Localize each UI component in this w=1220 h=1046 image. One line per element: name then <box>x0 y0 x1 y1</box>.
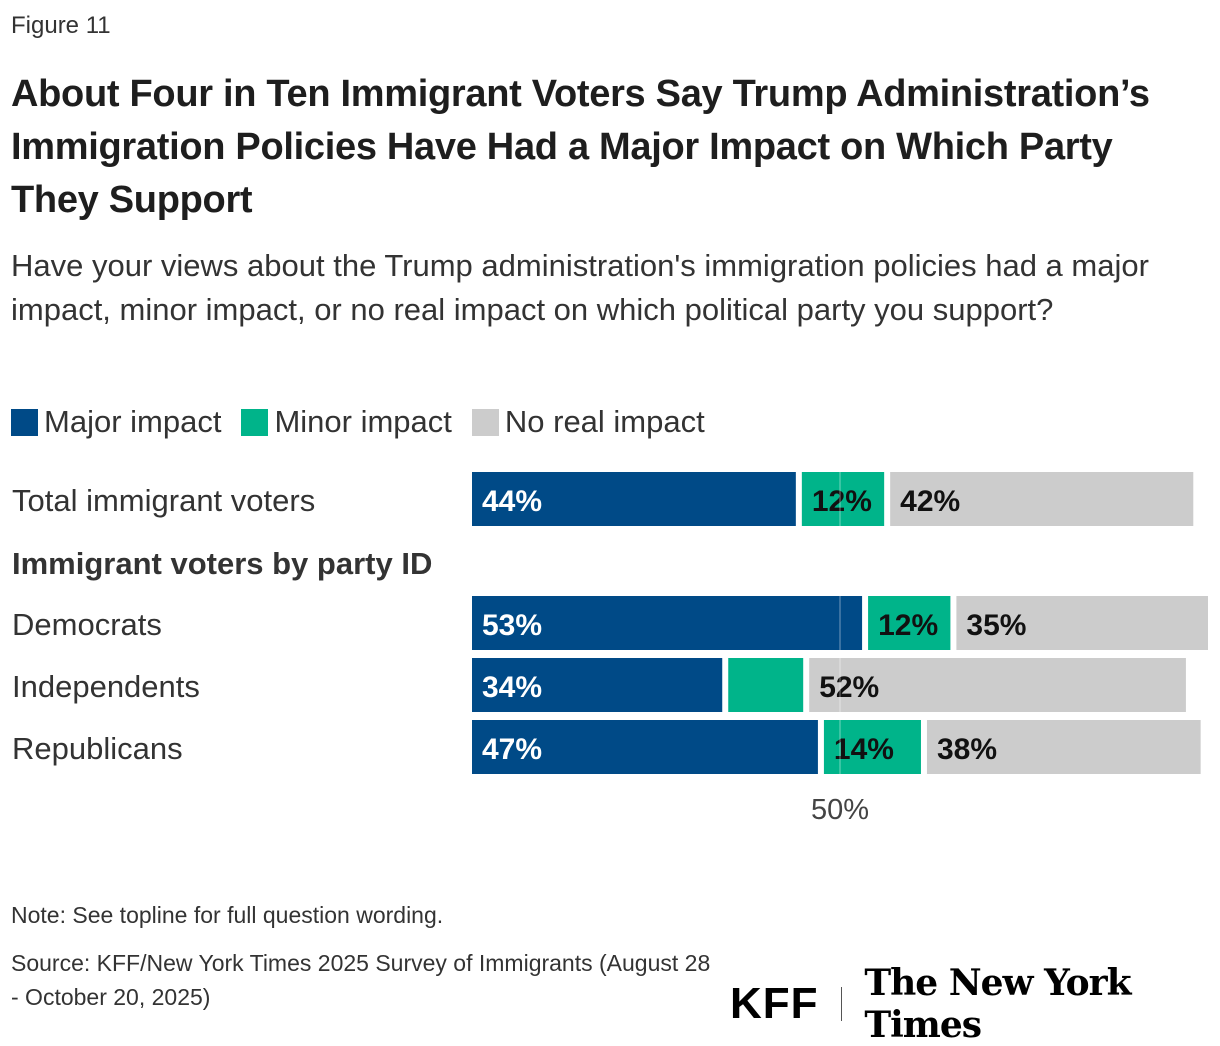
bar-segment <box>801 472 885 526</box>
data-label: 34% <box>482 671 542 704</box>
bar-segment <box>926 720 1201 774</box>
axis-tick-label: 50% <box>811 794 869 826</box>
group-heading: Immigrant voters by party ID <box>12 546 432 581</box>
legend-item-none: No real impact <box>471 404 705 440</box>
data-label: 35% <box>966 609 1026 642</box>
legend: Major impact Minor impact No real impact <box>11 404 705 440</box>
data-label: 47% <box>482 733 542 766</box>
data-label: 53% <box>482 609 542 642</box>
nyt-logo: The New York Times <box>864 962 1131 1046</box>
category-label: Total immigrant voters <box>12 483 315 518</box>
source: Source: KFF/New York Times 2025 Survey o… <box>11 950 711 1010</box>
data-label: 38% <box>937 733 997 766</box>
data-label: 52% <box>819 671 879 704</box>
bar-segment <box>472 472 796 526</box>
bar-segment <box>890 472 1194 526</box>
data-label: 12% <box>812 485 872 518</box>
bar-segment <box>472 720 818 774</box>
legend-label: No real impact <box>504 404 705 439</box>
bar-segment <box>809 658 1186 712</box>
bar-segment <box>823 720 921 774</box>
bar-segment <box>728 658 804 712</box>
chart-subtitle: Have your views about the Trump administ… <box>11 248 1149 327</box>
bar-segment <box>472 658 723 712</box>
chart-title: About Four in Ten Immigrant Voters Say T… <box>11 73 1150 221</box>
data-label: 12% <box>878 609 938 642</box>
data-label: 42% <box>900 485 960 518</box>
bar-segment <box>956 596 1208 650</box>
logo-divider <box>840 987 843 1021</box>
data-label: 44% <box>482 485 542 518</box>
data-label: 14% <box>834 733 894 766</box>
bar-segment <box>868 596 951 650</box>
legend-swatch <box>471 408 499 436</box>
category-label: Republicans <box>12 731 183 766</box>
legend-swatch <box>11 408 38 436</box>
stacked-bar-chart: Immigrant voters by party ID Total immigr… <box>12 472 1208 826</box>
bar-segment <box>472 596 863 650</box>
figure-label: Figure 11 <box>11 12 111 39</box>
legend-label: Major impact <box>44 404 222 439</box>
legend-label: Minor impact <box>274 404 452 439</box>
note: Note: See topline for full question word… <box>11 902 444 928</box>
logos: KFF The New York Times <box>730 962 1220 1046</box>
category-label: Independents <box>12 669 200 704</box>
legend-item-minor: Minor impact <box>241 404 452 440</box>
legend-item-major: Major impact <box>11 404 221 440</box>
kff-logo: KFF <box>730 979 819 1028</box>
category-label: Democrats <box>12 607 162 642</box>
legend-swatch <box>241 408 269 436</box>
